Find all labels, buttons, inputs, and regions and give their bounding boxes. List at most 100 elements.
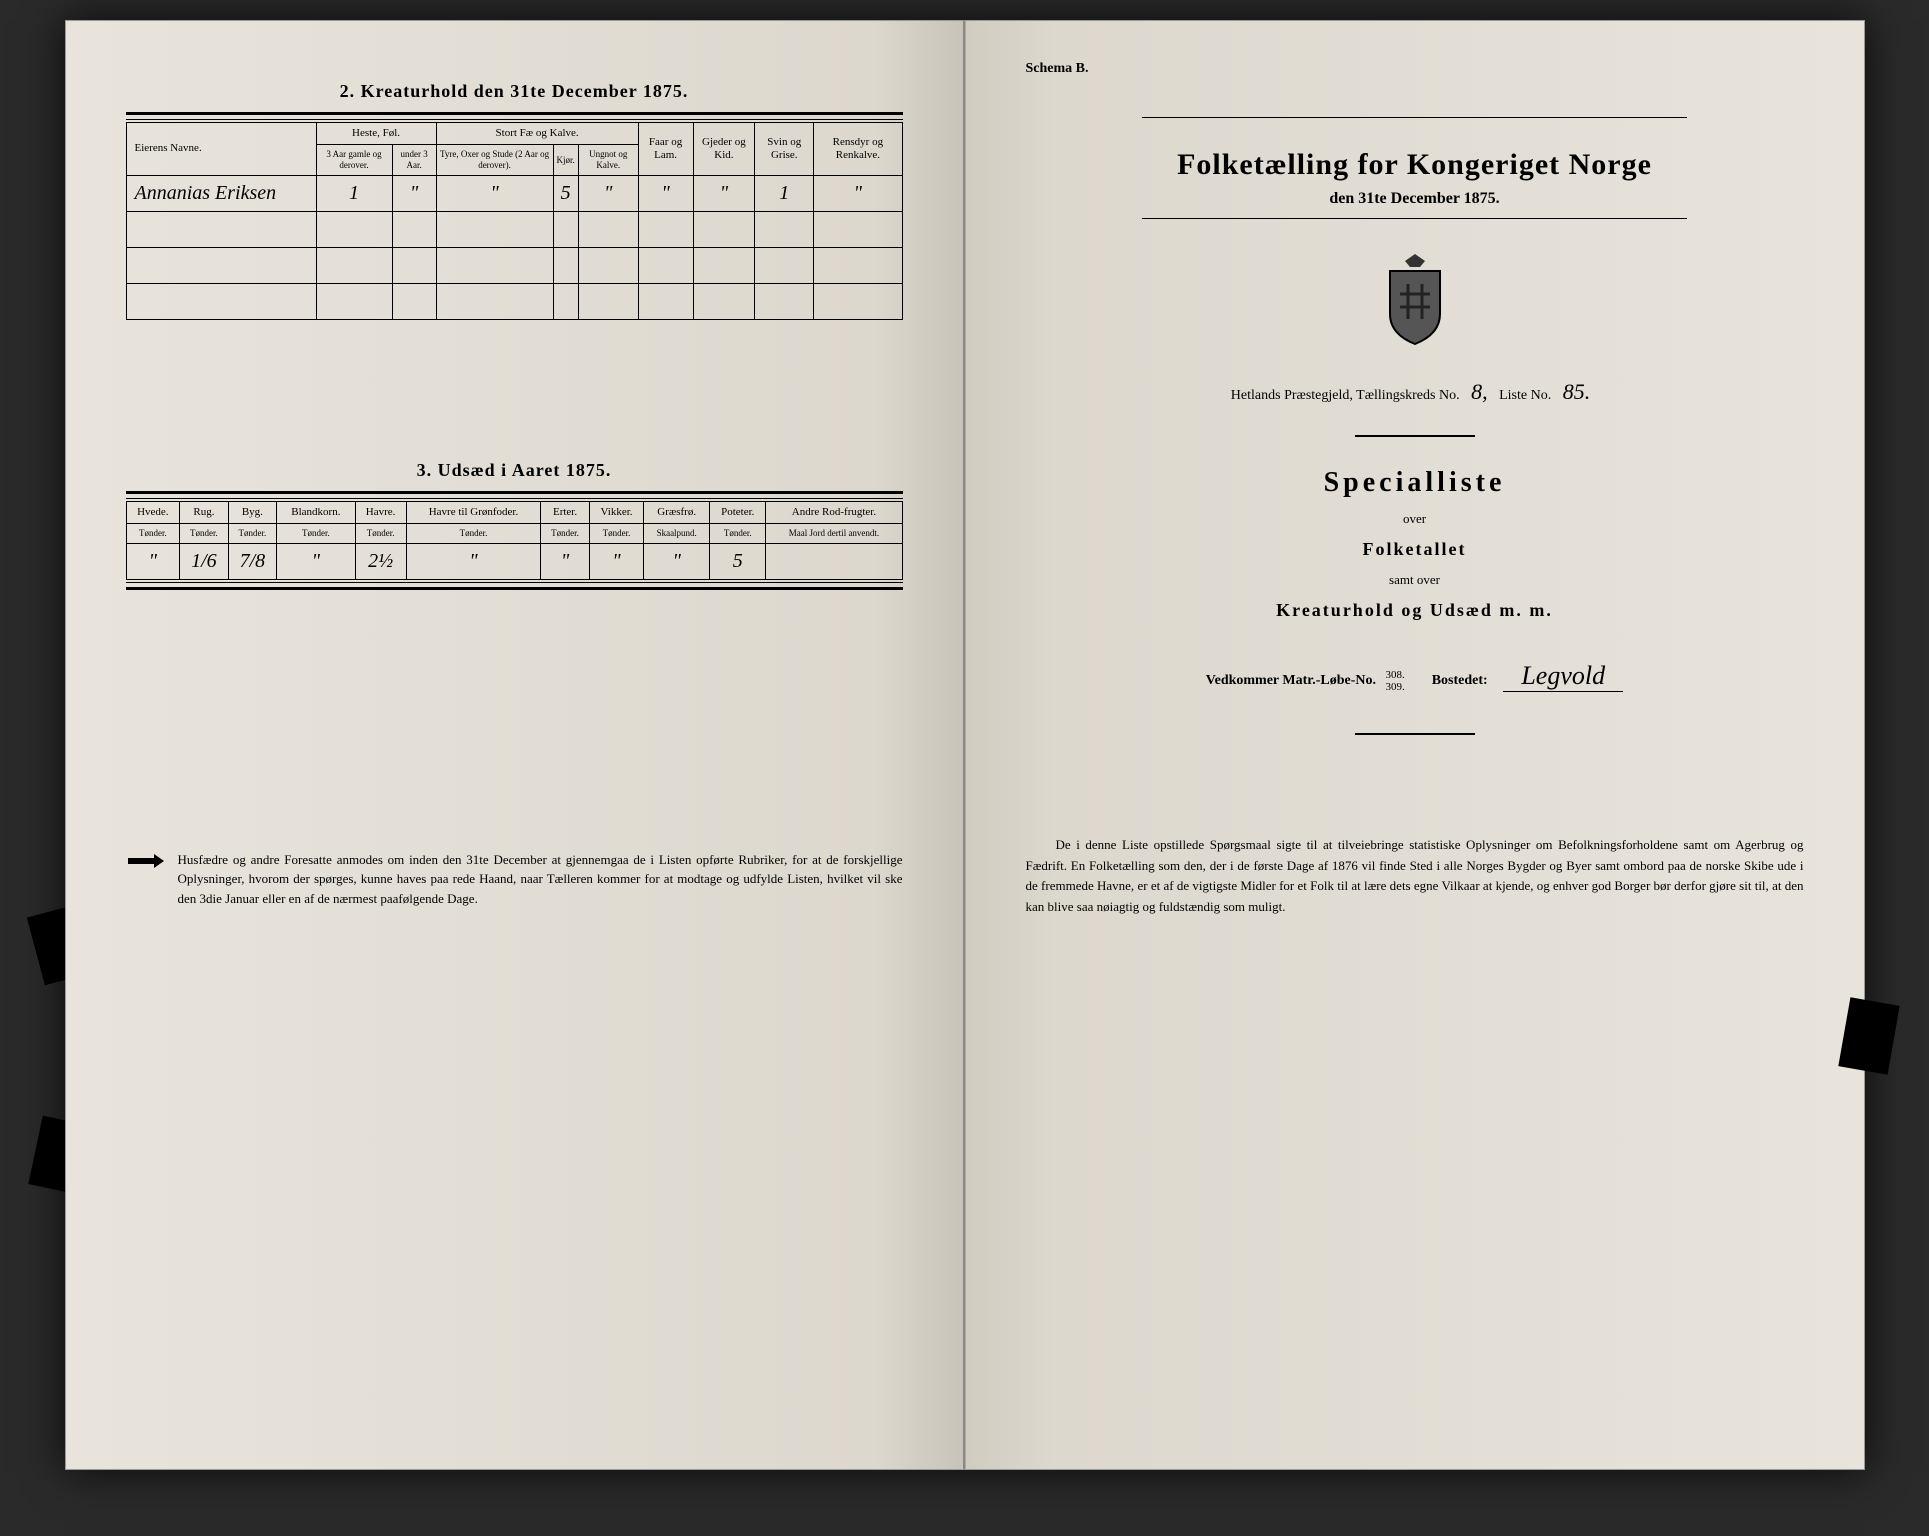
col: Hvede. <box>126 501 180 523</box>
rule <box>126 491 903 494</box>
folketallet: Folketallet <box>1026 539 1804 560</box>
document-spread: 2. Kreaturhold den 31te December 1875. E… <box>65 20 1865 1470</box>
col: Byg. <box>228 501 276 523</box>
rule <box>1355 435 1475 437</box>
cell: " <box>406 543 541 579</box>
unit: Tønder. <box>126 523 180 543</box>
cell: " <box>277 543 355 579</box>
unit: Tønder. <box>277 523 355 543</box>
rule <box>126 498 903 499</box>
district-line: Hetlands Præstegjeld, Tællingskreds No. … <box>1026 379 1804 405</box>
kreds-no: 8, <box>1471 379 1488 404</box>
right-page: Schema B. Folketælling for Kongeriget No… <box>965 20 1865 1470</box>
col-svin: Svin og Grise. <box>755 123 814 176</box>
col: Erter. <box>541 501 589 523</box>
table-row: " 1/6 7/8 " 2½ " " " " 5 <box>126 543 902 579</box>
table-udsaed: Hvede. Rug. Byg. Blandkorn. Havre. Havre… <box>126 501 903 580</box>
cell: " <box>814 175 902 211</box>
table-row <box>126 283 902 319</box>
section2-title: 2. Kreaturhold den 31te December 1875. <box>126 81 903 102</box>
over-label: over <box>1026 511 1804 527</box>
spec-title: Specialliste <box>1026 467 1804 499</box>
instruction-block: Husfædre og andre Foresatte anmodes om i… <box>126 850 903 909</box>
table-row: Annanias Eriksen 1 " " 5 " " " 1 " <box>126 175 902 211</box>
col: Græsfrø. <box>644 501 710 523</box>
cell: " <box>589 543 643 579</box>
district-label: Hetlands Præstegjeld, Tællingskreds No. <box>1231 388 1460 403</box>
bostedet-line: Vedkommer Matr.-Løbe-No. 308. 309. Boste… <box>1026 661 1804 693</box>
kreatur-line: Kreaturhold og Udsæd m. m. <box>1026 600 1804 621</box>
coat-of-arms-icon <box>1370 249 1460 349</box>
unit: Tønder. <box>406 523 541 543</box>
rule <box>1355 733 1475 735</box>
cell: 5 <box>553 175 578 211</box>
cell: 1 <box>755 175 814 211</box>
liste-no: 85. <box>1563 379 1591 404</box>
vedk-label: Vedkommer Matr.-Løbe-No. <box>1206 673 1376 688</box>
cell: " <box>392 175 436 211</box>
unit: Tønder. <box>589 523 643 543</box>
rule <box>1142 218 1687 219</box>
liste-label: Liste No. <box>1499 388 1551 403</box>
cell: " <box>578 175 638 211</box>
col-gjeder: Gjeder og Kid. <box>693 123 755 176</box>
col-fae-b: Kjør. <box>553 145 578 176</box>
col-fae-c: Ungnot og Kalve. <box>578 145 638 176</box>
cell: " <box>126 543 180 579</box>
pointing-hand-icon <box>126 850 166 872</box>
rule <box>126 119 903 120</box>
col: Andre Rod-frugter. <box>766 501 902 523</box>
cell: " <box>541 543 589 579</box>
col: Havre. <box>355 501 406 523</box>
table-row <box>126 211 902 247</box>
unit: Tønder. <box>180 523 228 543</box>
matr-b: 309. <box>1385 681 1404 693</box>
unit: Tønder. <box>228 523 276 543</box>
main-title: Folketælling for Kongeriget Norge <box>1026 148 1804 182</box>
col: Poteter. <box>710 501 766 523</box>
schema-label: Schema B. <box>1026 61 1804 77</box>
cell: 1/6 <box>180 543 228 579</box>
table-row <box>126 247 902 283</box>
paragraph: De i denne Liste opstillede Spørgsmaal s… <box>1026 835 1804 918</box>
matr-a: 308. <box>1385 669 1404 681</box>
cell: " <box>644 543 710 579</box>
unit: Tønder. <box>355 523 406 543</box>
cell: 2½ <box>355 543 406 579</box>
bosted-value: Legvold <box>1503 661 1623 692</box>
rule <box>126 587 903 590</box>
col: Blandkorn. <box>277 501 355 523</box>
col-rensdyr: Rensdyr og Renkalve. <box>814 123 902 176</box>
instruction-text: Husfædre og andre Foresatte anmodes om i… <box>178 850 903 909</box>
cell: 1 <box>316 175 392 211</box>
rule <box>1142 117 1687 118</box>
col: Vikker. <box>589 501 643 523</box>
samt-label: samt over <box>1026 572 1804 588</box>
col-stortfae: Stort Fæ og Kalve. <box>436 123 638 145</box>
unit: Tønder. <box>710 523 766 543</box>
col-faar: Faar og Lam. <box>638 123 693 176</box>
unit: Skaalpund. <box>644 523 710 543</box>
cell: 7/8 <box>228 543 276 579</box>
cell: " <box>638 175 693 211</box>
cell <box>766 543 902 579</box>
table-kreaturhold: Eierens Navne. Heste, Føl. Stort Fæ og K… <box>126 122 903 320</box>
cell: 5 <box>710 543 766 579</box>
section3-title: 3. Udsæd i Aaret 1875. <box>126 460 903 481</box>
col-name: Eierens Navne. <box>126 123 316 176</box>
col-heste-b: under 3 Aar. <box>392 145 436 176</box>
left-page: 2. Kreaturhold den 31te December 1875. E… <box>65 20 965 1470</box>
unit: Maal Jord dertil anvendt. <box>766 523 902 543</box>
sub-title: den 31te December 1875. <box>1026 190 1804 208</box>
matr-no: 308. 309. <box>1385 669 1404 693</box>
rule <box>126 112 903 115</box>
cell: " <box>693 175 755 211</box>
col-fae-a: Tyre, Oxer og Stude (2 Aar og derover). <box>436 145 553 176</box>
col-heste-a: 3 Aar gamle og derover. <box>316 145 392 176</box>
rule <box>126 582 903 583</box>
cell: " <box>436 175 553 211</box>
binding-tab <box>1838 997 1899 1075</box>
bosted-label: Bostedet: <box>1432 673 1488 688</box>
col: Rug. <box>180 501 228 523</box>
col: Havre til Grønfoder. <box>406 501 541 523</box>
